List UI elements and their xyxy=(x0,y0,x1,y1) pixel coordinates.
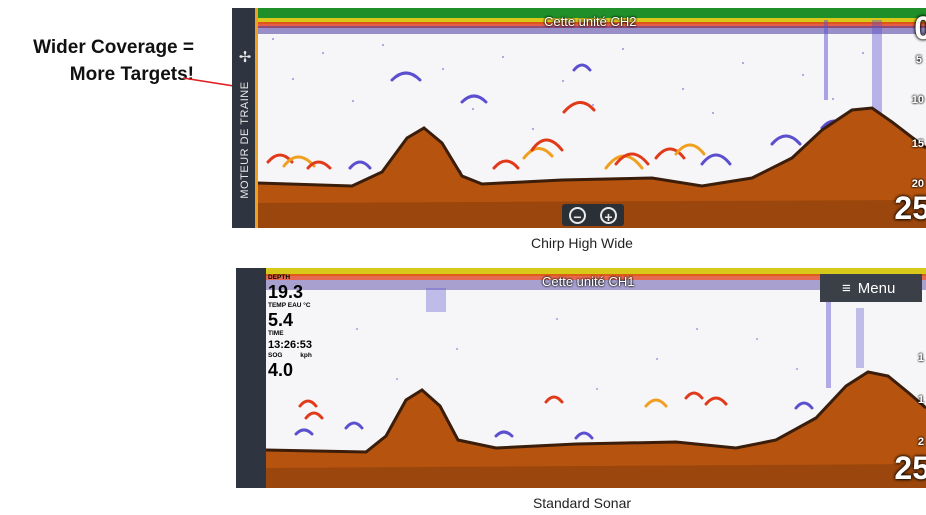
menu-button[interactable]: ≡ Menu xyxy=(820,274,922,302)
seabed-profile xyxy=(258,108,926,228)
sog-value: 4.0 xyxy=(268,360,294,380)
sog-unit: kph xyxy=(300,352,312,359)
depth-value: 19.3 xyxy=(268,282,304,302)
scale-tick: 20 xyxy=(911,178,924,190)
standard-sonar-panel[interactable]: DEPTH 19.3 TEMP EAU °C 5.4 TIME 13:26:53… xyxy=(236,268,926,488)
side-strip xyxy=(236,268,266,488)
zoom-in-icon[interactable]: + xyxy=(600,206,617,225)
sog-label: SOG xyxy=(268,352,283,359)
channel-label: Cette unité CH1 xyxy=(542,274,635,289)
callout-line-2: More Targets! xyxy=(69,64,194,85)
zoom-out-icon[interactable]: − xyxy=(569,206,586,225)
time-value: 13:26:53 xyxy=(268,339,313,351)
chirp-caption: Chirp High Wide xyxy=(531,235,633,251)
scale-tick: 2 xyxy=(917,436,924,448)
hamburger-icon: ≡ xyxy=(842,279,851,297)
time-label: TIME xyxy=(268,330,284,337)
water-temp-value: 5.4 xyxy=(268,310,294,330)
depth-top-value: 0 xyxy=(914,10,926,46)
depth-label: DEPTH xyxy=(268,274,291,281)
trolling-motor-label: MOTEUR DE TRAINE xyxy=(239,81,251,199)
chirp-sonar-panel[interactable]: ✢ MOTEUR DE TRAINE Cette unité CH2 0 5 1… xyxy=(232,8,926,228)
scale-tick: 5 xyxy=(915,54,922,66)
menu-label: Menu xyxy=(857,279,896,297)
callout-line-1: Wider Coverage = xyxy=(33,37,194,58)
data-overlay: DEPTH 19.3 TEMP EAU °C 5.4 TIME 13:26:53… xyxy=(268,274,328,380)
chirp-sonar-view xyxy=(257,8,926,228)
propeller-icon: ✢ xyxy=(238,49,252,66)
depth-range-value: 25 xyxy=(894,450,926,486)
depth-range-value: 25 xyxy=(894,190,926,226)
standard-caption: Standard Sonar xyxy=(532,495,632,511)
standard-sonar-view xyxy=(236,268,926,488)
sog-label-row: SOG kph xyxy=(268,352,328,360)
water-temp-label: TEMP EAU °C xyxy=(268,302,311,309)
seabed-profile xyxy=(266,372,926,488)
callout-text: Wider Coverage = More Targets! xyxy=(8,34,194,88)
channel-label: Cette unité CH2 xyxy=(544,14,637,29)
side-strip xyxy=(232,8,258,228)
zoom-controls: − + xyxy=(562,204,624,226)
scale-tick: 1 xyxy=(917,394,924,406)
scale-tick: 1 xyxy=(917,352,924,364)
scale-tick: 10 xyxy=(911,94,924,106)
trolling-motor-tab[interactable]: ✢ MOTEUR DE TRAINE xyxy=(232,8,258,228)
scale-tick: 15 xyxy=(911,138,924,150)
